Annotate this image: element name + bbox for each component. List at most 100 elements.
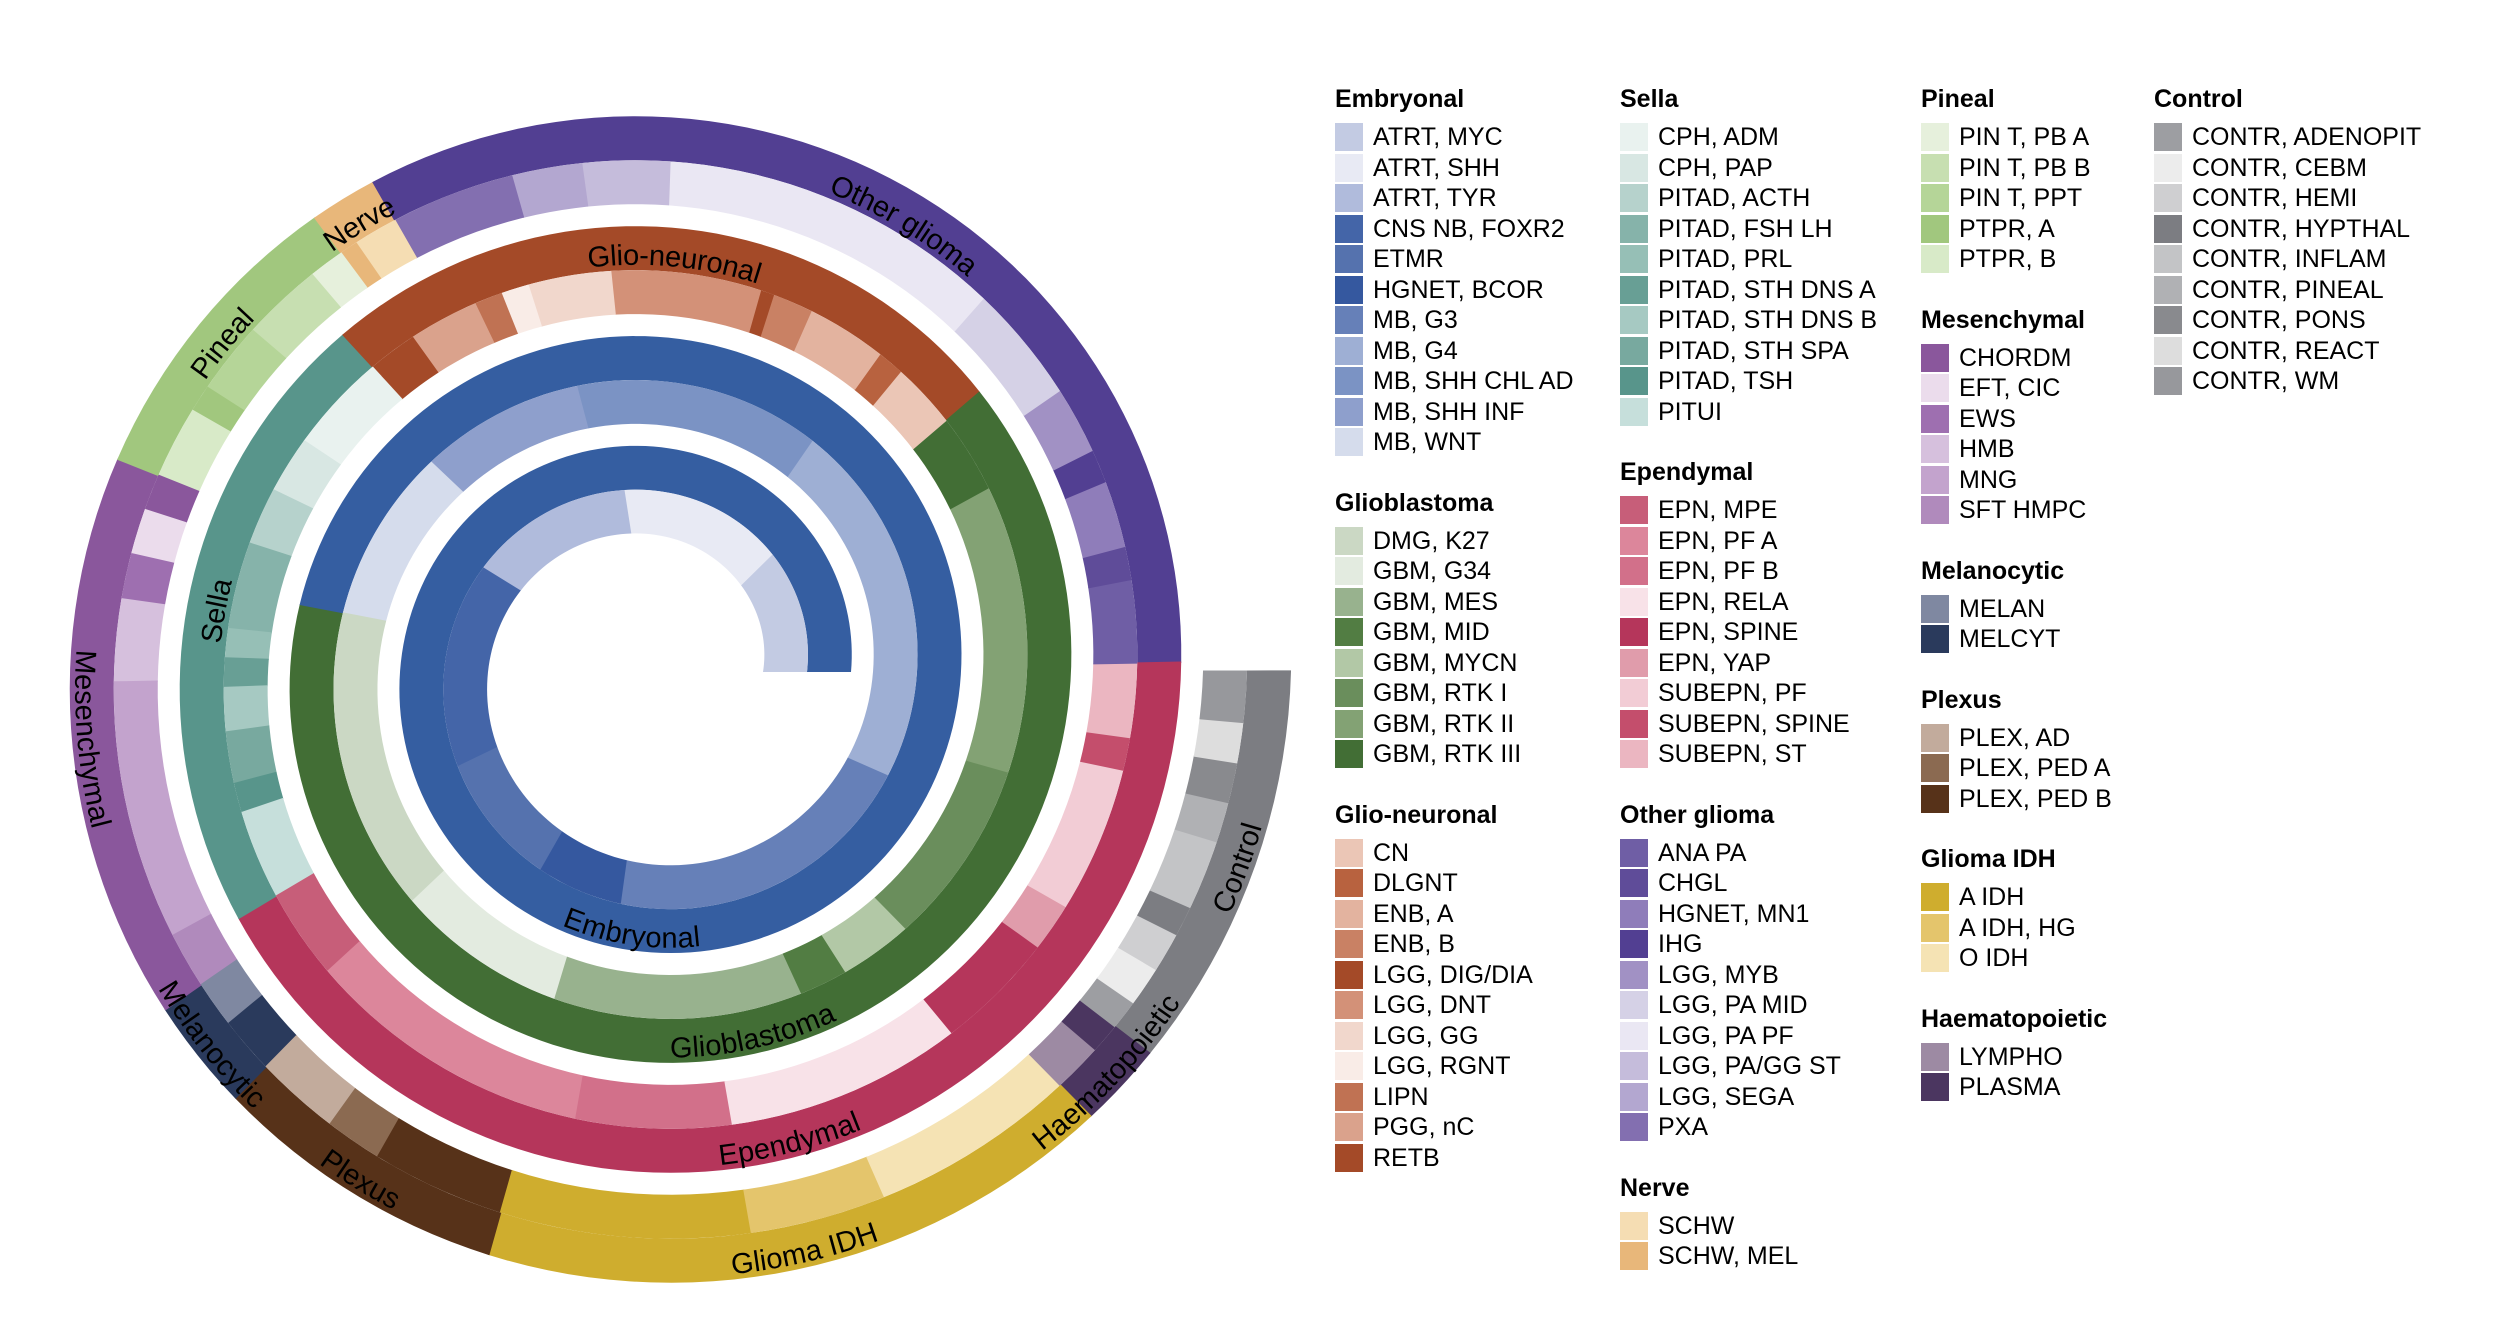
subclass-segment [866, 1053, 1061, 1198]
legend-column: Control CONTR, ADENOPIT CONTR, CEBM CONTR, … [2154, 84, 2421, 427]
legend-label: CONTR, CEBM [2192, 153, 2367, 182]
legend-item: CHGL [1620, 868, 1877, 899]
legend-label: DLGNT [1373, 869, 1458, 898]
subclass-segment [377, 1118, 514, 1213]
subclass-segment [333, 612, 445, 902]
legend-item: A IDH, HG [1921, 913, 2112, 944]
legend-label: LGG, RGNT [1373, 1052, 1511, 1081]
legend-label: CHORDM [1959, 343, 2072, 372]
legend-swatch [1335, 930, 1363, 959]
subclass-segment [241, 797, 315, 897]
subclass-segment [113, 598, 166, 683]
legend-swatch [1620, 899, 1648, 928]
legend-group-title: Nerve [1620, 1173, 1690, 1202]
legend-swatch [1620, 991, 1648, 1020]
legend-item: CONTR, HYPTHAL [2154, 214, 2421, 245]
subclass-segment [251, 273, 342, 360]
family-segment [313, 181, 396, 254]
spiral-segments [69, 116, 1292, 1283]
legend-label: A IDH, HG [1959, 913, 2076, 942]
legend-item: PIN T, PB B [1921, 153, 2112, 184]
legend-item: EPN, PF A [1620, 526, 1877, 557]
legend-label: CONTR, INFLAM [2192, 245, 2387, 274]
legend-swatch [1335, 1143, 1363, 1172]
legend-label: GBM, RTK I [1373, 679, 1508, 708]
legend-item: PITUI [1620, 397, 1877, 428]
subclass-segment [394, 175, 525, 259]
subclass-segment [191, 386, 245, 433]
legend-swatch [1335, 960, 1363, 989]
legend-item: CONTR, INFLAM [2154, 244, 2421, 275]
subclass-segment [793, 310, 881, 391]
legend-item: GBM, RTK II [1335, 709, 1574, 740]
subclass-segment [510, 162, 589, 218]
legend-label: HMB [1959, 435, 2015, 464]
subclass-segment [949, 487, 1028, 773]
legend-label: MELAN [1959, 594, 2046, 623]
subclass-segment [527, 270, 616, 327]
legend-item: HMB [1921, 434, 2112, 465]
legend-swatch [1335, 214, 1363, 243]
legend-item: CN [1335, 838, 1574, 869]
subclass-segment [740, 554, 808, 672]
legend-item: ANA PA [1620, 838, 1877, 869]
subclass-segment [1088, 578, 1138, 665]
legend: Embryonal ATRT, MYC ATRT, SHH ATRT, TYR CNS … [1335, 84, 2495, 1284]
legend-item: SUBEPN, SPINE [1620, 709, 1877, 740]
legend-swatch [1620, 336, 1648, 365]
legend-swatch [1335, 1082, 1363, 1111]
legend-swatch [1620, 930, 1648, 959]
legend-group: Ependymal EPN, MPE EPN, PF A EPN, PF B EPN, … [1620, 457, 1877, 770]
legend-item: PITAD, TSH [1620, 366, 1877, 397]
subclass-segment [273, 440, 341, 510]
legend-label: GBM, MES [1373, 587, 1499, 616]
legend-item: CPH, PAP [1620, 153, 1877, 184]
legend-swatch [1335, 709, 1363, 738]
legend-label: ATRT, TYR [1373, 184, 1497, 213]
legend-swatch [1921, 153, 1949, 182]
legend-label: MNG [1959, 465, 2018, 494]
legend-swatch [1620, 869, 1648, 898]
subclass-segment [224, 627, 272, 660]
family-segment [299, 336, 962, 954]
legend-label: GBM, RTK II [1373, 709, 1515, 738]
legend-swatch [2154, 123, 2182, 152]
legend-item: EPN, PF B [1620, 556, 1877, 587]
legend-item: A IDH [1921, 882, 2112, 913]
legend-group-title: Embryonal [1335, 85, 1465, 113]
subclass-segment [275, 873, 361, 972]
legend-column: Sella CPH, ADM CPH, PAP PITAD, ACTH PITAD, F… [1620, 84, 1877, 1302]
subclass-segment [854, 353, 902, 406]
subclass-segment [158, 409, 231, 493]
legend-item: GBM, MES [1335, 587, 1574, 618]
subclass-segment [225, 725, 277, 785]
legend-label: MB, SHH CHL AD [1373, 367, 1574, 396]
legend-item: MB, WNT [1335, 427, 1574, 458]
subclass-segment [759, 294, 812, 352]
subclass-segment [1118, 914, 1178, 971]
legend-swatch [1620, 960, 1648, 989]
legend-item: SUBEPN, PF [1620, 678, 1877, 709]
legend-item: MELAN [1921, 594, 2112, 625]
legend-group-title: Glio-neuronal [1335, 800, 1498, 829]
subclass-segment [1061, 999, 1116, 1051]
legend-swatch [1921, 1042, 1949, 1071]
legend-item: MB, G4 [1335, 336, 1574, 367]
legend-group-title: Haematopoietic [1921, 1004, 2108, 1033]
subclass-segment [223, 657, 269, 688]
subclass-segment [1086, 662, 1138, 739]
legend-swatch [1620, 214, 1648, 243]
legend-item: HGNET, MN1 [1620, 899, 1877, 930]
subclass-segment [340, 242, 382, 289]
legend-label: MB, G4 [1373, 336, 1458, 365]
legend-swatch [1335, 648, 1363, 677]
subclass-segment [554, 953, 802, 1019]
legend-swatch [1921, 343, 1949, 372]
legend-swatch [1620, 740, 1648, 769]
legend-item: EPN, SPINE [1620, 617, 1877, 648]
legend-item: CONTR, REACT [2154, 336, 2421, 367]
legend-swatch [1335, 397, 1363, 426]
legend-label: ATRT, MYC [1373, 123, 1503, 152]
legend-group-title: Glioma IDH [1921, 845, 2056, 873]
legend-item: PITAD, PRL [1620, 244, 1877, 275]
